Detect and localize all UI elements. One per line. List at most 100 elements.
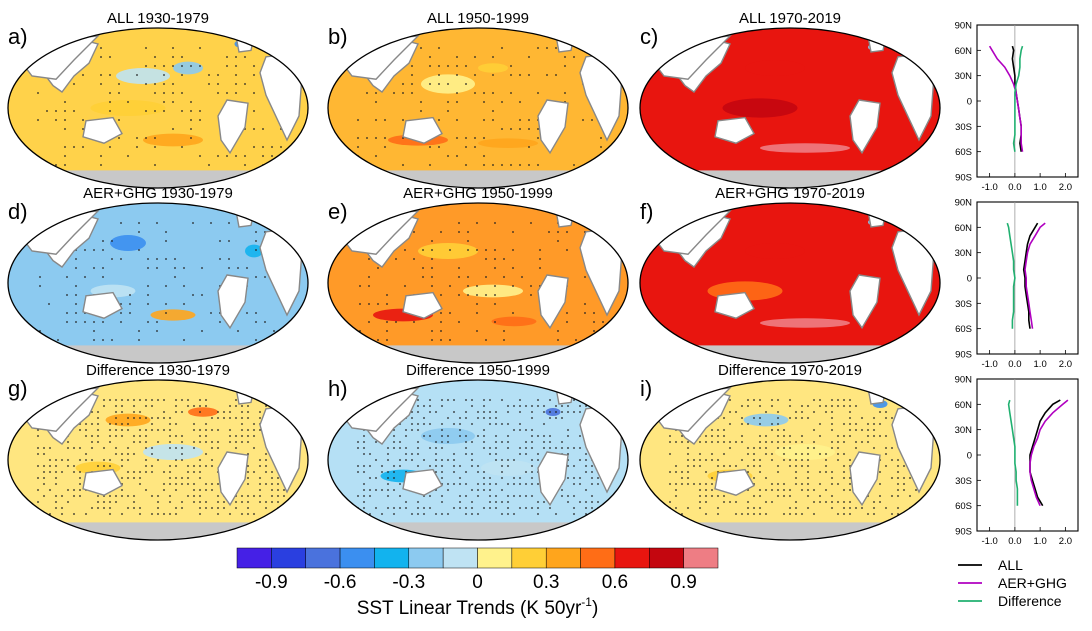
colorbar-swatch — [339, 547, 375, 569]
continent-land — [217, 99, 249, 155]
map-panel: Difference 1970-2019 i) — [639, 362, 941, 541]
panel-letter: d) — [8, 199, 28, 224]
continent-land — [849, 274, 881, 330]
map-title: Difference 1970-2019 — [718, 362, 862, 379]
continent-land — [217, 274, 249, 330]
panel-letter: h) — [328, 376, 348, 401]
legend-label: ALL — [998, 557, 1023, 573]
trend-region — [245, 244, 263, 258]
antarctica-land — [328, 522, 628, 540]
x-tick-label: 2.0 — [1059, 536, 1072, 547]
x-tick-label: 0.0 — [1008, 182, 1021, 193]
map-outline — [639, 379, 941, 541]
y-tick-label: 60S — [955, 324, 972, 335]
continent-land — [555, 387, 575, 405]
continent-land — [714, 468, 755, 496]
continent-land — [82, 468, 123, 496]
y-tick-label: 90S — [955, 350, 972, 361]
trend-region — [775, 444, 835, 460]
map-panel: ALL 1950-1999 b) — [327, 10, 629, 189]
panel-letter: g) — [8, 376, 28, 401]
colorbar-swatch — [236, 547, 272, 569]
map-title: AER+GHG 1930-1979 — [83, 185, 233, 202]
profile-line-all — [1022, 222, 1039, 329]
y-tick-label: 60S — [955, 501, 972, 512]
continent-land — [235, 210, 255, 228]
map-field — [640, 203, 940, 363]
colorbar-tick-label: -0.3 — [392, 572, 425, 593]
continent-land — [849, 451, 881, 507]
trend-region — [743, 413, 789, 427]
panel-letter: e) — [328, 199, 348, 224]
y-tick-label: 30S — [955, 476, 972, 487]
trend-region — [105, 413, 151, 427]
y-tick-label: 60N — [955, 46, 973, 57]
continent-land — [235, 35, 255, 53]
trend-region — [116, 68, 170, 84]
trend-region — [143, 444, 203, 460]
trend-region — [478, 138, 538, 148]
trend-region — [110, 235, 146, 251]
antarctica-land — [640, 522, 940, 540]
colorbar-swatch — [649, 547, 684, 569]
colorbar-swatch — [614, 547, 650, 569]
x-tick-label: 1.0 — [1034, 182, 1047, 193]
trend-region — [463, 284, 523, 298]
y-tick-label: 60N — [955, 400, 973, 411]
map-field — [8, 203, 308, 363]
trend-region — [760, 143, 850, 153]
y-tick-label: 0 — [967, 451, 972, 462]
profile-line-difference — [1006, 222, 1016, 329]
colorbar-title: SST Linear Trends (K 50yr-1) — [357, 595, 599, 619]
map-outline — [639, 202, 941, 364]
profile-frame — [976, 24, 1079, 178]
panel-letter: i) — [640, 376, 652, 401]
legend-label: Difference — [998, 593, 1062, 609]
colorbar-tick-label: -0.6 — [324, 572, 357, 593]
x-tick-label: -1.0 — [981, 359, 997, 370]
profile-legend: ALL AER+GHG Difference — [958, 557, 1067, 609]
continent-land — [402, 116, 443, 144]
map-title: AER+GHG 1970-2019 — [715, 185, 865, 202]
continent-land — [849, 99, 881, 155]
x-tick-label: 0.0 — [1008, 536, 1021, 547]
map-outline — [7, 202, 309, 364]
map-outline — [7, 379, 309, 541]
profile-line-difference — [1007, 399, 1019, 506]
map-title: ALL 1970-2019 — [739, 10, 841, 27]
colorbar-swatch — [477, 547, 513, 569]
map-field — [328, 380, 628, 540]
trend-region — [188, 407, 218, 417]
continent-land — [537, 99, 569, 155]
trend-region — [150, 309, 196, 321]
colorbar-tick-label: 0.6 — [602, 572, 628, 593]
trend-region — [481, 460, 535, 476]
continent-land — [555, 210, 575, 228]
map-panels: ALL 1930-1979 a) AER+GHG 1930-1979 d) Differ… — [7, 10, 941, 541]
x-tick-label: 0.0 — [1008, 359, 1021, 370]
profile-line-difference — [1012, 45, 1024, 152]
map-panel: AER+GHG 1950-1999 e) — [327, 185, 629, 364]
y-tick-label: 0 — [967, 97, 972, 108]
y-tick-label: 30N — [955, 425, 973, 436]
map-field — [8, 380, 308, 540]
trend-region — [545, 408, 561, 416]
legend-label: AER+GHG — [998, 575, 1067, 591]
y-tick-label: 60S — [955, 147, 972, 158]
antarctica-land — [8, 522, 308, 540]
trend-region — [760, 318, 850, 328]
y-tick-label: 60N — [955, 223, 973, 234]
continent-land — [82, 291, 123, 319]
map-outline — [7, 27, 309, 189]
continent-land — [402, 291, 443, 319]
y-tick-label: 30S — [955, 299, 972, 310]
y-tick-label: 30S — [955, 122, 972, 133]
colorbar-tick-label: 0.9 — [670, 572, 696, 593]
map-field — [328, 203, 628, 363]
map-title: ALL 1930-1979 — [107, 10, 209, 27]
colorbar: -0.9 -0.6 -0.3 0 0.3 0.6 0.9 SST Linear Trends … — [236, 547, 719, 619]
colorbar-tick-label: -0.9 — [255, 572, 288, 593]
map-field — [640, 380, 940, 540]
trend-region — [745, 243, 805, 259]
